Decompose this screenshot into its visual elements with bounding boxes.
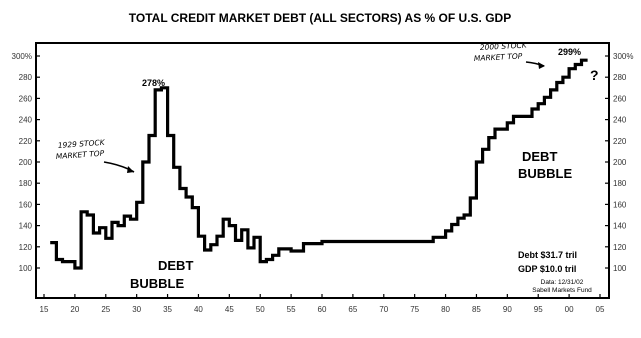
crash-2000-arrowhead-icon bbox=[538, 62, 545, 69]
y-tick-label-left: 280 bbox=[19, 73, 33, 82]
y-tick-label-right: 200 bbox=[613, 158, 627, 167]
y-tick-label-left: 100 bbox=[19, 264, 33, 273]
x-tick-label: 20 bbox=[70, 305, 79, 314]
x-tick-label: 80 bbox=[441, 305, 450, 314]
y-tick-label-left: 140 bbox=[19, 222, 33, 231]
source-date-text: Data: 12/31/02 bbox=[541, 279, 584, 286]
y-tick-label-right: 160 bbox=[613, 200, 627, 209]
x-tick-label: 90 bbox=[503, 305, 512, 314]
peak-2002-label: 299% bbox=[558, 47, 581, 57]
crash-2000-label-line1: 2000 STOCK bbox=[480, 40, 528, 51]
x-tick-label: 00 bbox=[565, 305, 574, 314]
x-tick-label: 30 bbox=[132, 305, 141, 314]
debt-bubble-left-line1: DEBT bbox=[158, 258, 193, 273]
question-mark: ? bbox=[590, 67, 599, 83]
chart-title: TOTAL CREDIT MARKET DEBT (ALL SECTORS) A… bbox=[129, 11, 511, 25]
y-tick-label-right: 300% bbox=[613, 52, 633, 61]
y-tick-label-right: 240 bbox=[613, 116, 627, 125]
peak-1933-label: 278% bbox=[142, 78, 165, 88]
x-tick-label: 50 bbox=[256, 305, 265, 314]
y-tick-label-right: 260 bbox=[613, 94, 627, 103]
y-tick-label-right: 180 bbox=[613, 179, 627, 188]
x-tick-label: 85 bbox=[472, 305, 481, 314]
x-tick-label: 45 bbox=[225, 305, 234, 314]
y-tick-label-left: 240 bbox=[19, 116, 33, 125]
y-tick-label-left: 220 bbox=[19, 137, 33, 146]
x-tick-label: 60 bbox=[318, 305, 327, 314]
y-tick-label-right: 220 bbox=[613, 137, 627, 146]
crash-2000-label-line2: MARKET TOP bbox=[474, 51, 523, 63]
y-axis-left: 300% 280 260 240 220 200 180 160 140 120 100 bbox=[12, 52, 40, 273]
crash-1929-label-line2: MARKET TOP bbox=[56, 149, 105, 161]
x-tick-label: 15 bbox=[40, 305, 49, 314]
x-tick-label: 95 bbox=[534, 305, 543, 314]
debt-bubble-right-line1: DEBT bbox=[522, 149, 557, 164]
crash-1929-arrowhead-icon bbox=[127, 166, 134, 173]
y-tick-label-right: 280 bbox=[613, 73, 627, 82]
debt-bubble-left-line2: BUBBLE bbox=[130, 276, 184, 291]
x-tick-label: 35 bbox=[163, 305, 172, 314]
gdp-total-text: GDP $10.0 tril bbox=[518, 264, 576, 274]
x-tick-label: 70 bbox=[379, 305, 388, 314]
y-tick-label-right: 120 bbox=[613, 243, 627, 252]
y-tick-label-right: 140 bbox=[613, 222, 627, 231]
x-tick-label: 55 bbox=[287, 305, 296, 314]
y-tick-label-left: 120 bbox=[19, 243, 33, 252]
y-tick-label-left: 180 bbox=[19, 179, 33, 188]
y-tick-label-left: 200 bbox=[19, 158, 33, 167]
debt-total-text: Debt $31.7 tril bbox=[518, 250, 577, 260]
debt-bubble-right-line2: BUBBLE bbox=[518, 166, 572, 181]
x-tick-label: 65 bbox=[348, 305, 357, 314]
source-name-text: Sabell Markets Fund bbox=[532, 287, 592, 294]
y-tick-label-left: 300% bbox=[12, 52, 32, 61]
y-tick-label-right: 100 bbox=[613, 264, 627, 273]
crash-1929-label-line1: 1929 STOCK bbox=[58, 138, 106, 150]
x-tick-label: 40 bbox=[194, 305, 203, 314]
debt-series-line bbox=[50, 58, 588, 270]
y-tick-label-left: 160 bbox=[19, 200, 33, 209]
x-tick-label: 75 bbox=[410, 305, 419, 314]
x-axis: 15 20 25 30 35 40 45 50 55 60 65 70 75 80 85 90 95 00 05 bbox=[40, 294, 605, 314]
y-axis-right: 300% 280 260 240 220 200 180 160 140 120 100 bbox=[605, 52, 633, 273]
x-tick-label: 25 bbox=[101, 305, 110, 314]
y-tick-label-left: 260 bbox=[19, 94, 33, 103]
x-tick-label: 05 bbox=[596, 305, 605, 314]
